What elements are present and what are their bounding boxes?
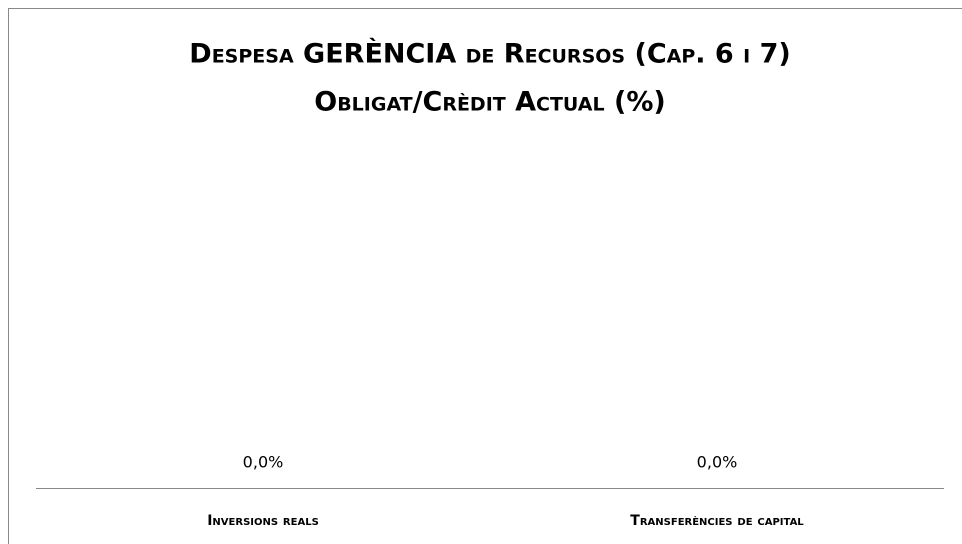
data-label: 0,0% — [243, 453, 284, 472]
x-tick-label: Inversions reals — [207, 513, 319, 529]
data-label: 0,0% — [697, 453, 738, 472]
chart-title: Despesa GERÈNCIA de Recursos (Cap. 6 i 7… — [189, 38, 790, 70]
chart-title: Obligat/Crèdit Actual (%) — [314, 87, 665, 118]
chart-frame — [8, 8, 962, 544]
x-tick-label: Transferències de capital — [630, 513, 804, 529]
